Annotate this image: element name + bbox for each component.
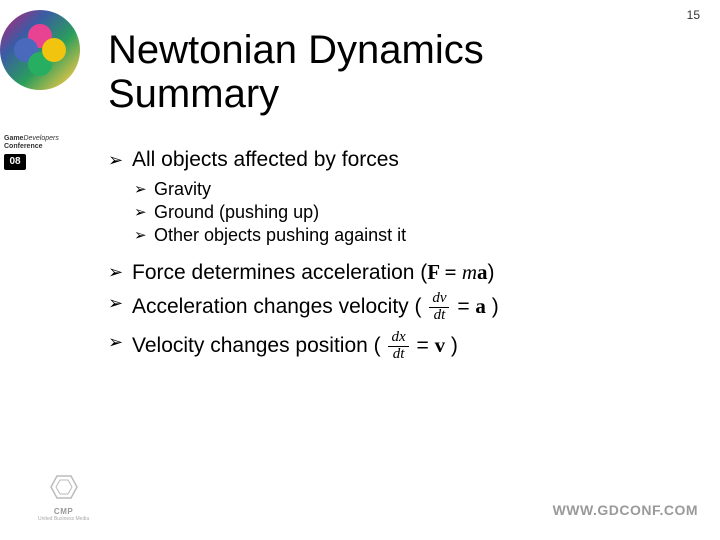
cmp-label: CMP — [38, 507, 89, 516]
bullet-3-text: Acceleration changes velocity ( dvdt = a… — [132, 291, 499, 324]
bullet-1-text: All objects affected by forces — [132, 148, 399, 172]
bullet-2: ➢ Force determines acceleration (F = ma) — [108, 260, 688, 285]
fraction-dv-dt: dvdt — [429, 291, 449, 324]
gdc-year-badge: 08 — [4, 154, 26, 170]
bullet-4: ➢ Velocity changes position ( dxdt = v ) — [108, 330, 688, 363]
sub-bullet-3: ➢ Other objects pushing against it — [134, 225, 688, 246]
sub-bullet-3-text: Other objects pushing against it — [154, 225, 406, 246]
gdc-conference-label: GameDevelopers Conference — [4, 135, 59, 152]
cmp-hex-icon — [49, 474, 79, 500]
fraction-dx-dt: dxdt — [388, 330, 408, 363]
bullet-1: ➢ All objects affected by forces — [108, 148, 688, 173]
slide-content: ➢ All objects affected by forces ➢ Gravi… — [108, 148, 688, 368]
bullet-marker-icon: ➢ — [134, 225, 154, 246]
gdc-logo-area: GameDevelopers Conference 08 — [0, 10, 85, 190]
bullet-4-text: Velocity changes position ( dxdt = v ) — [132, 330, 458, 363]
bullet-marker-icon: ➢ — [134, 179, 154, 200]
sub-bullet-1-text: Gravity — [154, 179, 211, 200]
bullet-marker-icon: ➢ — [134, 202, 154, 223]
bullet-marker-icon: ➢ — [108, 148, 132, 173]
sub-bullet-2-text: Ground (pushing up) — [154, 202, 319, 223]
bullet-marker-icon: ➢ — [108, 291, 132, 316]
bullet-3: ➢ Acceleration changes velocity ( dvdt =… — [108, 291, 688, 324]
page-number: 15 — [687, 8, 700, 22]
bullet-2-text: Force determines acceleration (F = ma) — [132, 260, 495, 285]
bullet-1-sublist: ➢ Gravity ➢ Ground (pushing up) ➢ Other … — [108, 179, 688, 246]
cmp-sublabel: United Business Media — [38, 516, 89, 522]
logo-petals-icon — [14, 24, 66, 76]
title-line-2: Summary — [108, 72, 279, 116]
title-line-1: Newtonian Dynamics — [108, 28, 484, 72]
bullet-marker-icon: ➢ — [108, 260, 132, 285]
bullet-marker-icon: ➢ — [108, 330, 132, 355]
sub-bullet-2: ➢ Ground (pushing up) — [134, 202, 688, 223]
footer-url: WWW.GDCONF.COM — [553, 502, 698, 518]
slide-title: Newtonian Dynamics Summary — [108, 28, 484, 116]
sub-bullet-1: ➢ Gravity — [134, 179, 688, 200]
cmp-logo: CMP United Business Media — [38, 474, 89, 522]
